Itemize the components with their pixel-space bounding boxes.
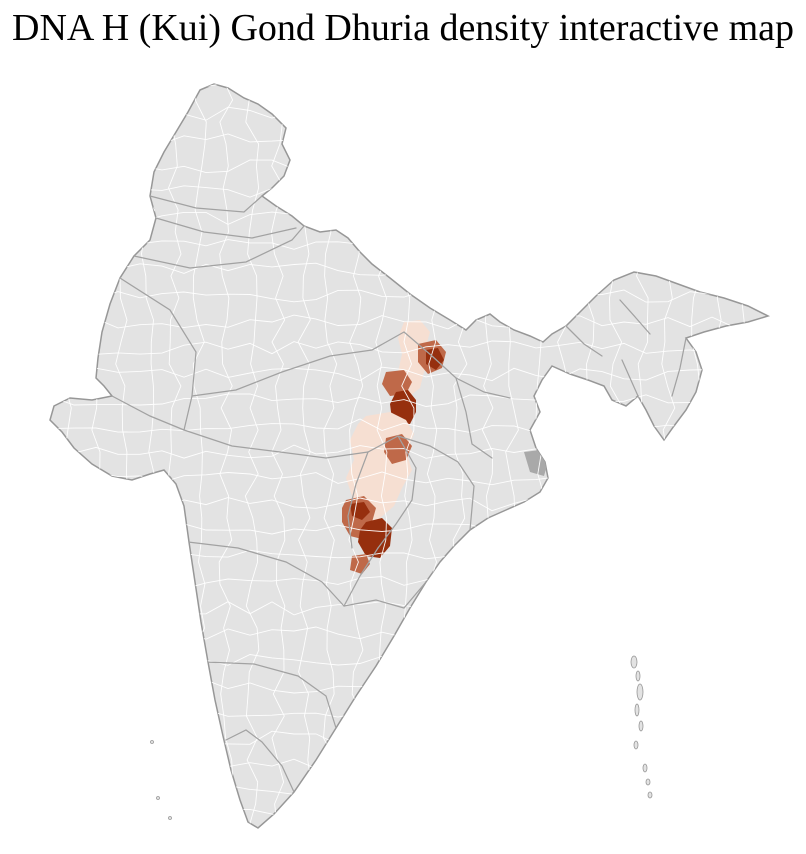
andaman-nicobar-islands[interactable]: [630, 655, 653, 799]
lakshadweep-islands[interactable]: [150, 740, 172, 820]
page-title: DNA H (Kui) Gond Dhuria density interact…: [12, 7, 794, 49]
state-boundaries: [111, 195, 687, 793]
density-region-9-high[interactable]: [350, 502, 370, 520]
density-region-4-medium[interactable]: [382, 370, 412, 396]
